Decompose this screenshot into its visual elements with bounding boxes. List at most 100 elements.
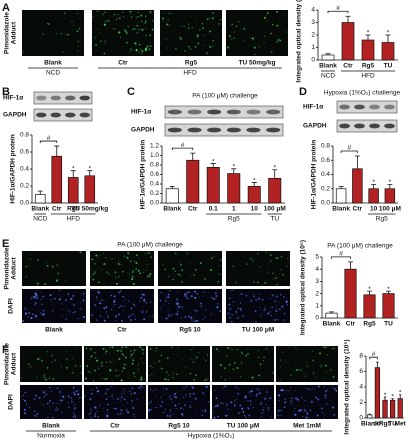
- micrograph-bg: [22, 289, 86, 323]
- y-tick-label: 0.0: [150, 200, 159, 207]
- speckle: [121, 346, 124, 349]
- speckle: [67, 395, 70, 398]
- significance-bracket: [327, 10, 349, 14]
- speckle: [286, 304, 288, 306]
- group-label: Rg5: [376, 216, 388, 223]
- speckle: [49, 294, 52, 297]
- speckle: [159, 396, 162, 399]
- speckle: [113, 28, 115, 30]
- speckle: [261, 52, 263, 54]
- speckle: [21, 396, 23, 398]
- speckle: [24, 391, 26, 394]
- speckle: [164, 408, 166, 410]
- speckle: [100, 303, 102, 305]
- speckle: [325, 391, 327, 393]
- speckle: [206, 378, 208, 380]
- speckle: [237, 317, 239, 319]
- speckle: [248, 414, 251, 417]
- speckle: [160, 405, 162, 408]
- speckle: [194, 45, 197, 48]
- speckle: [89, 404, 90, 406]
- speckle: [155, 350, 157, 352]
- speckle: [210, 257, 213, 260]
- speckle: [230, 320, 233, 323]
- speckle: [141, 297, 143, 299]
- speckle: [202, 318, 204, 321]
- speckle: [212, 412, 214, 414]
- speckle: [149, 34, 152, 36]
- speckle: [263, 356, 265, 359]
- micrograph-bg: [84, 385, 146, 419]
- speckle: [254, 53, 256, 56]
- speckle: [90, 294, 92, 296]
- speckle: [285, 390, 288, 392]
- speckle: [147, 45, 149, 48]
- speckle: [103, 23, 106, 26]
- error-bar: [367, 290, 372, 295]
- x-tick-label: 10: [251, 206, 259, 213]
- speckle: [127, 252, 130, 255]
- speckle: [36, 376, 38, 378]
- speckle: [89, 412, 92, 414]
- speckle: [129, 10, 132, 13]
- speckle: [137, 269, 140, 272]
- speckle: [151, 316, 153, 318]
- speckle: [273, 278, 275, 280]
- speckle: [307, 416, 310, 419]
- speckle: [306, 416, 309, 419]
- speckle: [240, 376, 242, 378]
- speckle: [71, 314, 73, 316]
- speckle: [239, 295, 241, 297]
- speckle: [258, 356, 260, 359]
- speckle: [334, 347, 336, 349]
- micrograph: [90, 289, 154, 323]
- speckle: [205, 309, 207, 311]
- speckle: [219, 259, 222, 262]
- speckle: [165, 294, 167, 296]
- blot-band: [246, 109, 261, 115]
- speckle: [141, 50, 144, 53]
- significance-mark: *: [399, 389, 402, 396]
- y-tick-label: 1.2: [150, 143, 159, 150]
- speckle: [72, 294, 75, 297]
- speckle: [138, 300, 141, 303]
- speckle: [108, 372, 110, 374]
- bar: [389, 399, 396, 419]
- speckle: [74, 311, 76, 313]
- speckle: [279, 39, 282, 42]
- speckle: [252, 259, 254, 262]
- speckle: [140, 53, 143, 55]
- speckle: [206, 354, 209, 356]
- y-tick-label: 0.8: [321, 143, 330, 150]
- speckle: [174, 404, 177, 407]
- bar: [51, 155, 63, 204]
- speckle: [152, 367, 154, 368]
- speckle: [84, 377, 88, 380]
- speckle: [132, 352, 134, 354]
- speckle: [180, 261, 182, 263]
- speckle: [151, 373, 153, 375]
- speckle: [186, 291, 189, 294]
- speckle: [67, 309, 69, 311]
- speckle: [89, 398, 92, 400]
- speckle: [191, 27, 193, 29]
- speckle: [330, 368, 332, 371]
- speckle: [272, 272, 274, 274]
- speckle: [254, 364, 256, 366]
- speckle: [176, 373, 178, 376]
- speckle: [122, 404, 124, 406]
- speckle: [34, 414, 37, 417]
- speckle: [45, 393, 48, 396]
- speckle: [60, 32, 62, 35]
- speckle: [189, 348, 192, 351]
- speckle: [250, 38, 252, 40]
- speckle: [125, 409, 128, 411]
- speckle: [75, 390, 78, 393]
- speckle: [264, 309, 267, 311]
- speckle: [190, 319, 194, 322]
- significance-mark: *: [372, 179, 375, 186]
- speckle: [324, 378, 325, 380]
- speckle: [97, 299, 99, 301]
- error-bar: [190, 152, 196, 161]
